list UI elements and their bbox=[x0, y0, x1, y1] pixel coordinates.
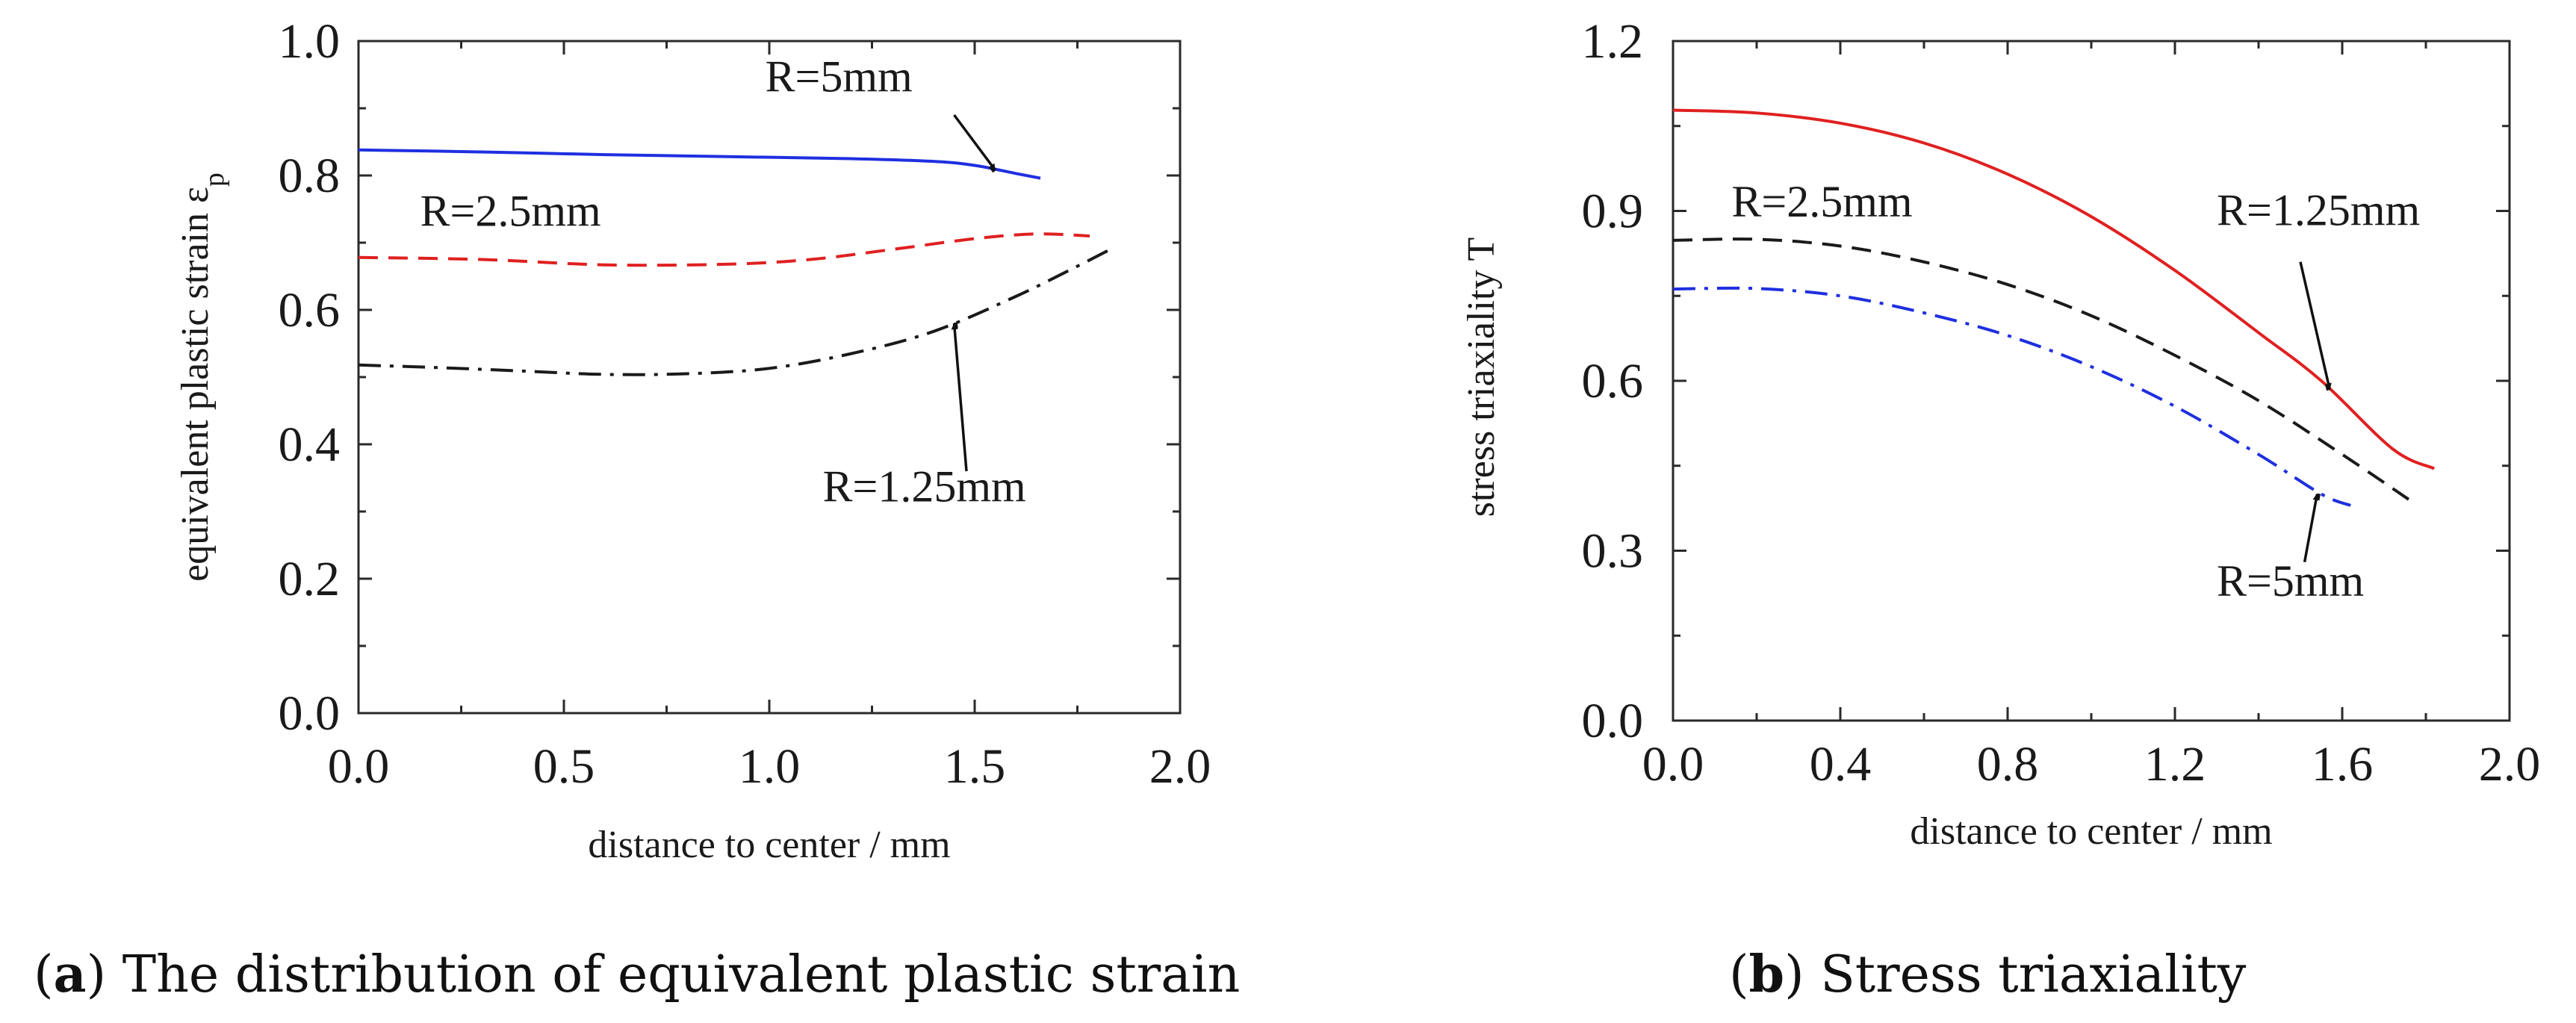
annotation-label: R=1.25mm bbox=[2217, 185, 2420, 234]
y-tick-label: 0.2 bbox=[279, 552, 341, 606]
x-tick-label: 0.0 bbox=[328, 739, 390, 794]
annotation-arrow bbox=[955, 323, 968, 472]
axis-ticks-a: 0.0 0.5 1.0 1.5 2.0 0.0 0.2 0.4 0.6 0.8 1.0 bbox=[279, 14, 1211, 794]
x-tick-label: 1.6 bbox=[2312, 737, 2374, 792]
series-group-b bbox=[1672, 108, 2436, 507]
y-tick-label: 0.3 bbox=[1582, 524, 1644, 579]
x-tick-label: 2.0 bbox=[2479, 737, 2541, 792]
x-tick-label: 2.0 bbox=[1149, 739, 1211, 794]
y-axis-title-a: equivalent plastic strain εp bbox=[174, 172, 230, 582]
caption-a: (a) The distribution of equivalent plast… bbox=[34, 945, 1240, 1004]
y-tick-label: 0.8 bbox=[279, 149, 341, 203]
x-tick-label: 1.2 bbox=[2144, 737, 2206, 792]
series-line-r-2-5mm bbox=[358, 232, 1090, 267]
y-axis-title-a-main: equivalent plastic strain ε bbox=[174, 187, 217, 582]
series-line-r-1-25mm bbox=[358, 248, 1111, 376]
annotation-label: R=5mm bbox=[2217, 556, 2364, 606]
annotation-label: R=2.5mm bbox=[420, 187, 601, 236]
axis-ticks-b: 0.0 0.4 0.8 1.2 1.6 2.0 0.0 0.3 0.6 0.9 1.2 bbox=[1582, 14, 2541, 792]
y-tick-label: 0.0 bbox=[1582, 694, 1644, 748]
chart-panel-a: 0.0 0.5 1.0 1.5 2.00.00.20.40.60.81.0 R=5mmR… bbox=[174, 14, 1211, 866]
y-tick-label: 0.9 bbox=[1582, 184, 1644, 239]
caption-b: (b) Stress triaxiality bbox=[1729, 945, 2247, 1004]
annotation-arrow bbox=[953, 114, 996, 170]
plot-frame-b bbox=[1672, 40, 2511, 722]
annotation-label: R=1.25mm bbox=[823, 462, 1026, 512]
y-tick-label: 1.2 bbox=[1582, 14, 1644, 69]
chart-panel-b: 0.0 0.4 0.8 1.2 1.6 2.0 0.0 0.3 0.6 0.9 1.2 R=2.5m… bbox=[1460, 14, 2540, 853]
x-tick-label: 0.8 bbox=[1977, 737, 2039, 792]
annotation-arrow bbox=[2303, 494, 2318, 562]
x-tick-label: 1.0 bbox=[739, 739, 801, 794]
x-tick-label: 1.5 bbox=[944, 739, 1006, 794]
series-line-r-5mm bbox=[358, 148, 1041, 180]
caption-b-text: Stress triaxiality bbox=[1804, 945, 2247, 1004]
x-tick-label: 0.0 bbox=[1642, 737, 1704, 792]
series-line-r-5mm bbox=[1672, 286, 2351, 507]
annotation-label: R=5mm bbox=[766, 52, 913, 102]
caption-b-letter: b bbox=[1749, 945, 1785, 1004]
x-axis-title-b: distance to center / mm bbox=[1910, 810, 2272, 853]
plot-frame-a bbox=[357, 40, 1182, 715]
y-tick-label: 0.4 bbox=[279, 417, 341, 472]
annotations-b: R=2.5mm R=1.25mm R=5mm bbox=[1731, 177, 2420, 606]
y-axis-title-b: stress triaxiality T bbox=[1460, 237, 1503, 517]
y-axis-title-a-sub: p bbox=[199, 172, 230, 187]
x-axis-title-a: distance to center / mm bbox=[588, 824, 950, 866]
y-tick-label: 0.6 bbox=[279, 283, 341, 338]
annotations-a: R=5mm R=2.5mm R=1.25mm bbox=[420, 52, 1026, 512]
series-line-r-2-5mm bbox=[1672, 237, 2410, 501]
series-line-r-1-25mm bbox=[1672, 108, 2436, 470]
annotation-arrow bbox=[2299, 261, 2330, 390]
caption-a-text: The distribution of equivalent plastic s… bbox=[106, 945, 1240, 1004]
x-tick-label: 0.4 bbox=[1810, 737, 1872, 792]
y-tick-label: 0.0 bbox=[279, 686, 341, 741]
caption-a-letter: a bbox=[54, 945, 87, 1004]
y-tick-label: 0.6 bbox=[1582, 354, 1644, 408]
y-tick-label: 1.0 bbox=[279, 14, 341, 69]
series-group-a bbox=[358, 148, 1111, 376]
annotation-label: R=2.5mm bbox=[1731, 177, 1912, 226]
x-tick-label: 0.5 bbox=[533, 739, 595, 794]
